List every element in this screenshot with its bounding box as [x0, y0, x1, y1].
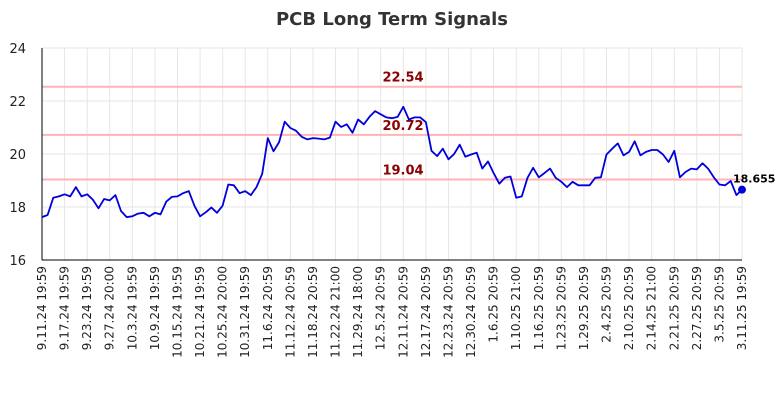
x-tick-label: 3.11.25 19:59	[735, 266, 749, 350]
x-tick-label: 1.29.25 20:59	[577, 266, 591, 350]
x-tick-label: 11.22.24 21:00	[329, 266, 343, 358]
x-tick-label: 12.30.24 20:59	[464, 266, 478, 358]
signal-level-label: 19.04	[382, 163, 423, 178]
x-tick-label: 2.21.25 20:59	[667, 266, 681, 350]
x-tick-label: 9.17.24 19:59	[58, 266, 72, 350]
x-tick-label: 2.10.25 20:59	[622, 266, 636, 350]
x-tick-label: 11.12.24 20:59	[283, 266, 297, 358]
signal-levels: 22.54 20.72 19.04	[42, 71, 742, 181]
x-tick-labels: 9.11.24 19:59 9.17.24 19:59 9.23.24 19:59 9…	[35, 266, 749, 358]
x-tick-label: 2.4.25 20:59	[600, 266, 614, 343]
x-tick-label: 1.23.25 20:59	[554, 266, 568, 350]
x-tick-label: 12.11.24 20:59	[396, 266, 410, 358]
x-tick-label: 10.21.24 19:59	[193, 266, 207, 358]
x-tick-label: 12.23.24 20:59	[441, 266, 455, 358]
y-tick-label: 16	[9, 254, 26, 269]
last-price-point	[738, 185, 746, 194]
x-tick-label: 12.5.24 20:59	[374, 266, 388, 350]
x-tick-label: 2.14.25 21:00	[645, 266, 659, 350]
axes	[41, 48, 742, 261]
y-tick-label: 24	[9, 42, 26, 57]
y-tick-label: 20	[9, 148, 26, 163]
x-tick-label: 11.18.24 20:59	[306, 266, 320, 358]
x-tick-label: 10.9.24 19:59	[148, 266, 162, 350]
x-tick-label: 1.6.25 20:59	[487, 266, 501, 343]
y-tick-labels: 16 18 20 22 24	[9, 42, 26, 269]
signal-level-label: 22.54	[382, 71, 423, 86]
x-tick-label: 1.10.25 21:00	[509, 266, 523, 350]
x-tick-label: 2.27.25 20:59	[690, 266, 704, 350]
y-tick-label: 18	[9, 201, 26, 216]
x-tick-label: 10.3.24 19:59	[125, 266, 139, 350]
y-tick-label: 22	[9, 95, 26, 110]
x-tick-label: 3.5.25 20:59	[712, 266, 726, 343]
x-tick-label: 11.29.24 18:00	[351, 266, 365, 358]
x-tick-label: 12.17.24 20:59	[419, 266, 433, 358]
x-tick-label: 9.27.24 20:00	[103, 266, 117, 350]
x-tick-label: 1.16.25 20:59	[532, 266, 546, 350]
chart-title: PCB Long Term Signals	[276, 9, 508, 30]
signal-level-label: 20.72	[382, 119, 423, 134]
series: 18.655	[41, 105, 775, 219]
x-tick-label: 11.6.24 20:59	[261, 266, 275, 350]
last-price-label: 18.655	[733, 173, 775, 186]
x-tick-label: 10.31.24 19:59	[238, 266, 252, 358]
x-tick-label: 10.25.24 20:00	[216, 266, 230, 358]
x-tick-label: 10.15.24 19:59	[170, 266, 184, 358]
price-series-line	[41, 105, 743, 219]
x-tick-label: 9.23.24 19:59	[80, 266, 94, 350]
x-tick-label: 9.11.24 19:59	[35, 266, 49, 350]
